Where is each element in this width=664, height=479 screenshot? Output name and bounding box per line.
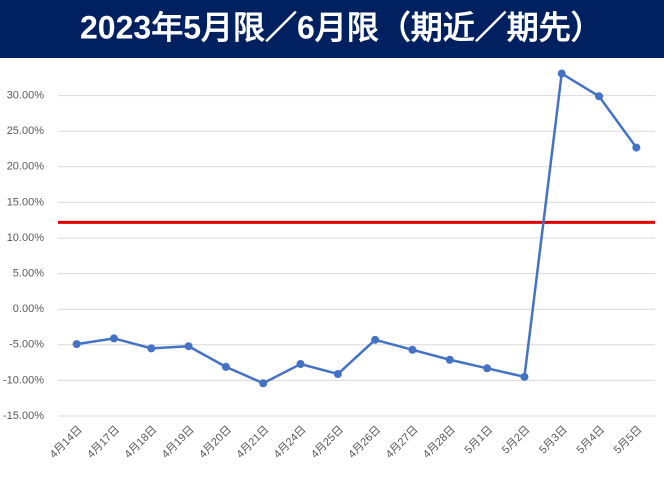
y-tick-label: 20.00% <box>7 161 45 173</box>
x-tick-label: 4月18日 <box>122 424 159 461</box>
x-tick-label: 4月25日 <box>309 424 346 461</box>
data-point <box>371 335 380 344</box>
x-tick-label: 4月14日 <box>48 424 85 461</box>
y-tick-label: 10.00% <box>7 232 45 244</box>
data-point <box>296 360 305 369</box>
data-point <box>221 362 230 371</box>
data-point <box>557 69 566 78</box>
data-point <box>184 342 193 351</box>
y-tick-label: 30.00% <box>7 90 45 102</box>
x-tick-label: 5月5日 <box>612 424 645 457</box>
x-tick-label: 4月27日 <box>384 424 421 461</box>
title-banner <box>0 0 664 58</box>
x-tick-label: 5月4日 <box>575 424 608 457</box>
x-tick-label: 5月2日 <box>500 424 533 457</box>
data-point <box>483 364 492 373</box>
data-point <box>445 355 454 364</box>
chart-title: 2023年5月限／6月限（期近／期先） <box>80 9 603 45</box>
x-tick-label: 5月3日 <box>537 424 570 457</box>
data-point <box>520 372 529 381</box>
data-point <box>259 379 268 388</box>
x-tick-label: 5月1日 <box>463 424 496 457</box>
data-point <box>72 340 81 349</box>
data-point <box>109 334 118 343</box>
x-tick-label: 4月28日 <box>421 424 458 461</box>
x-tick-label: 4月17日 <box>85 424 122 461</box>
data-point <box>632 143 641 152</box>
x-tick-label: 4月20日 <box>197 424 234 461</box>
x-tick-label: 4月19日 <box>160 424 197 461</box>
series-line <box>76 71 638 385</box>
data-point <box>147 344 156 353</box>
y-tick-label: 25.00% <box>7 125 45 137</box>
y-tick-label: 0.00% <box>13 303 44 315</box>
x-tick-label: 4月24日 <box>272 424 309 461</box>
x-tick-label: 4月26日 <box>346 424 383 461</box>
data-point <box>333 369 342 378</box>
data-point <box>595 92 604 101</box>
y-tick-label: -15.00% <box>3 410 44 422</box>
x-tick-label: 4月21日 <box>234 424 271 461</box>
y-tick-label: 15.00% <box>7 196 45 208</box>
y-tick-label: 5.00% <box>13 268 44 280</box>
y-tick-label: -10.00% <box>3 374 44 386</box>
data-point <box>408 345 417 354</box>
y-tick-label: -5.00% <box>9 339 44 351</box>
